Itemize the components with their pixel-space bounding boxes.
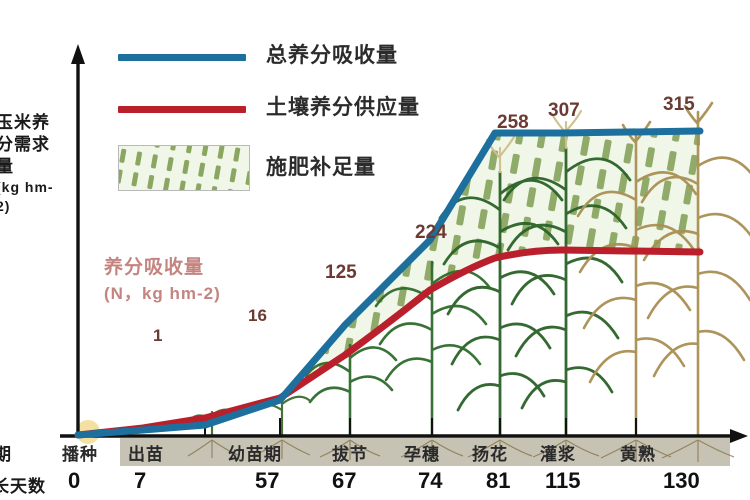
series-line-total-uptake — [74, 127, 704, 439]
value-label-1: 1 — [153, 326, 163, 345]
value-label-307: 307 — [548, 100, 580, 121]
day-tick-1: 7 — [134, 468, 147, 493]
days-row-key: 长天数 — [0, 477, 46, 496]
stage-label-3: 拔节 — [332, 445, 368, 464]
stage-label-0: 播种 — [62, 445, 98, 464]
stage-label-5: 扬花 — [472, 445, 508, 464]
day-tick-2: 57 — [255, 468, 280, 493]
legend-item-fertilizer-gap[interactable]: 施肥补足量 — [118, 145, 498, 201]
y-axis-unit: (kg hm-2) — [0, 179, 54, 214]
value-label-16: 16 — [248, 306, 267, 325]
day-tick-4: 74 — [418, 468, 443, 493]
annotation-line1: 养分吸收量 — [104, 257, 205, 278]
legend-hatch-swatch — [118, 145, 250, 191]
legend-label-total-uptake: 总养分吸收量 — [266, 44, 398, 67]
legend: 总养分吸收量 土壤养分供应量 施肥补足量 — [118, 44, 498, 201]
day-tick-3: 67 — [332, 468, 357, 493]
stage-label-7: 黄熟 — [620, 445, 656, 464]
value-label-315: 315 — [663, 94, 695, 115]
stage-label-1: 出苗 — [128, 445, 164, 464]
stage-label-4: 孕穗 — [404, 445, 440, 464]
value-label-125: 125 — [325, 262, 357, 283]
stage-axis-row: 期 播种 出苗 幼苗期 拔节 孕穗 扬花 灌浆 黄熟 — [0, 437, 750, 467]
day-tick-6: 115 — [545, 468, 581, 493]
stage-label-2: 幼苗期 — [228, 445, 282, 464]
y-axis-title: 玉米养分需求量 — [0, 113, 50, 176]
inline-annotation: 养分吸收量 (N，kg hm-2) — [104, 255, 221, 307]
soil-band — [120, 438, 735, 466]
legend-item-total-uptake[interactable]: 总养分吸收量 — [118, 44, 498, 97]
stage-label-6: 灌浆 — [540, 445, 576, 464]
series-line-soil-supply — [74, 246, 704, 439]
value-label-224: 224 — [415, 222, 447, 243]
legend-line-swatch-blue — [118, 54, 246, 61]
y-axis-label: 玉米养分需求量 (kg hm-2) — [0, 112, 62, 216]
value-label-258: 258 — [497, 112, 529, 133]
legend-item-soil-supply[interactable]: 土壤养分供应量 — [118, 96, 498, 149]
days-axis-row: 长天数 0 7 57 67 74 81 115 130 — [0, 468, 750, 500]
stage-row-key: 期 — [0, 445, 12, 464]
legend-label-fertilizer-gap: 施肥补足量 — [266, 156, 376, 179]
day-tick-5: 81 — [486, 468, 511, 493]
day-tick-0: 0 — [68, 468, 81, 493]
day-tick-7: 130 — [663, 468, 700, 493]
legend-line-swatch-red — [118, 106, 246, 113]
annotation-line2: (N，kg hm-2) — [104, 284, 221, 303]
legend-label-soil-supply: 土壤养分供应量 — [266, 96, 420, 119]
hatch-pattern-icon — [119, 146, 249, 190]
